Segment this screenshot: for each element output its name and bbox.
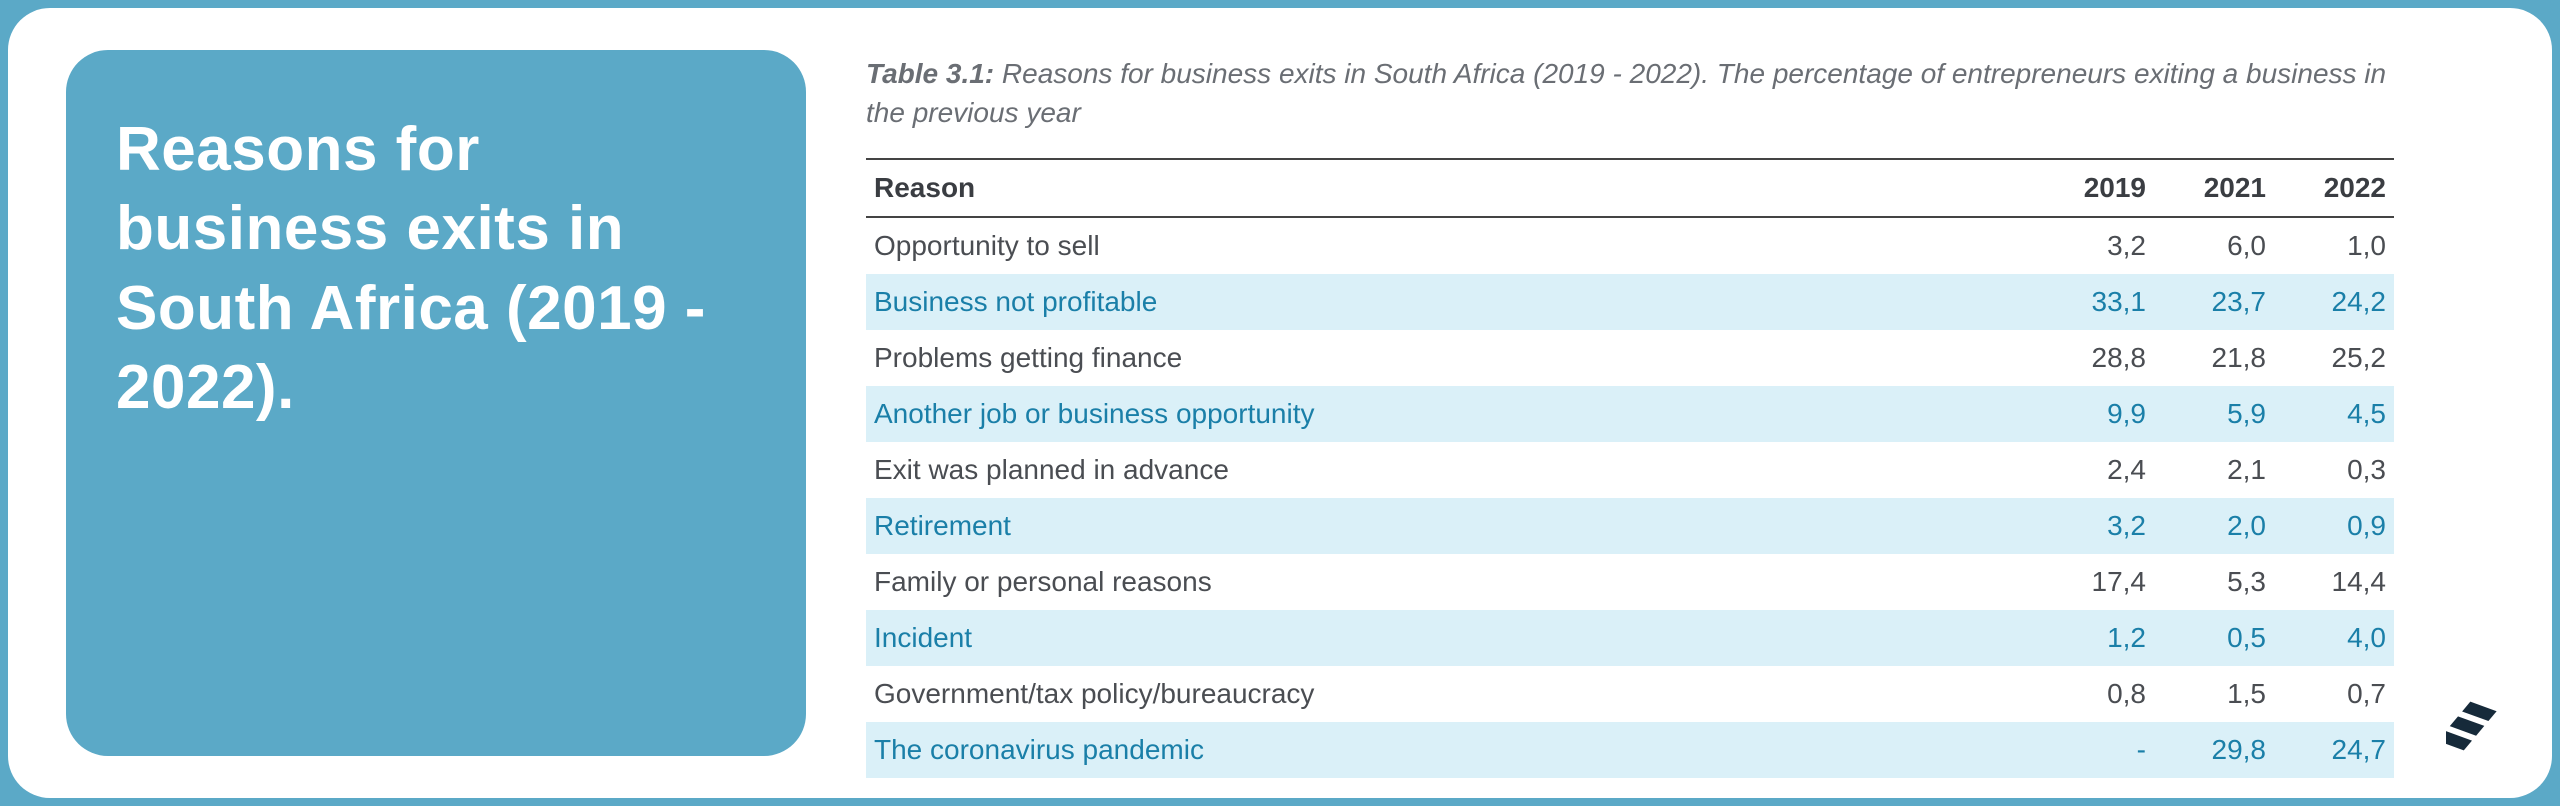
table-row: The coronavirus pandemic-29,824,7	[866, 722, 2394, 778]
cell-value: 0,8	[2034, 666, 2154, 722]
cell-value: 33,1	[2034, 274, 2154, 330]
data-table: Reason 2019 2021 2022 Opportunity to sel…	[866, 158, 2394, 778]
cell-value: 25,2	[2274, 330, 2394, 386]
cell-value: 24,2	[2274, 274, 2394, 330]
cell-value: 1,5	[2154, 666, 2274, 722]
table-header-row: Reason 2019 2021 2022	[866, 159, 2394, 217]
cell-reason: Business not profitable	[866, 274, 2034, 330]
table-row: Opportunity to sell3,26,01,0	[866, 217, 2394, 274]
table-caption: Table 3.1: Reasons for business exits in…	[866, 54, 2394, 132]
cell-reason: Another job or business opportunity	[866, 386, 2034, 442]
caption-text: Reasons for business exits in South Afri…	[866, 58, 2386, 128]
cell-value: 21,8	[2154, 330, 2274, 386]
cell-value: 24,7	[2274, 722, 2394, 778]
cell-reason: Retirement	[866, 498, 2034, 554]
table-row: Family or personal reasons17,45,314,4	[866, 554, 2394, 610]
cell-value: 3,2	[2034, 498, 2154, 554]
cell-value: 28,8	[2034, 330, 2154, 386]
card-container: Reasons for business exits in South Afri…	[8, 8, 2552, 798]
col-2022: 2022	[2274, 159, 2394, 217]
cell-value: -	[2034, 722, 2154, 778]
page-title: Reasons for business exits in South Afri…	[116, 110, 756, 427]
cell-value: 23,7	[2154, 274, 2274, 330]
cell-value: 0,5	[2154, 610, 2274, 666]
cell-reason: Opportunity to sell	[866, 217, 2034, 274]
table-row: Problems getting finance28,821,825,2	[866, 330, 2394, 386]
cell-reason: Government/tax policy/bureaucracy	[866, 666, 2034, 722]
cell-reason: Family or personal reasons	[866, 554, 2034, 610]
cell-value: 2,4	[2034, 442, 2154, 498]
cell-reason: Incident	[866, 610, 2034, 666]
cell-value: 14,4	[2274, 554, 2394, 610]
cell-value: 0,3	[2274, 442, 2394, 498]
cell-value: 3,2	[2034, 217, 2154, 274]
cell-value: 29,8	[2154, 722, 2274, 778]
table-row: Business not profitable33,123,724,2	[866, 274, 2394, 330]
cell-value: 6,0	[2154, 217, 2274, 274]
cell-value: 5,9	[2154, 386, 2274, 442]
col-2019: 2019	[2034, 159, 2154, 217]
cell-reason: Problems getting finance	[866, 330, 2034, 386]
table-row: Incident1,20,54,0	[866, 610, 2394, 666]
caption-label: Table 3.1:	[866, 58, 994, 89]
cell-reason: The coronavirus pandemic	[866, 722, 2034, 778]
cell-value: 1,2	[2034, 610, 2154, 666]
brand-logo-icon	[2446, 698, 2510, 762]
cell-value: 2,0	[2154, 498, 2274, 554]
cell-value: 0,7	[2274, 666, 2394, 722]
cell-value: 4,5	[2274, 386, 2394, 442]
table-row: Retirement3,22,00,9	[866, 498, 2394, 554]
table-row: Exit was planned in advance2,42,10,3	[866, 442, 2394, 498]
cell-value: 17,4	[2034, 554, 2154, 610]
cell-value: 0,9	[2274, 498, 2394, 554]
col-reason: Reason	[866, 159, 2034, 217]
cell-value: 1,0	[2274, 217, 2394, 274]
col-2021: 2021	[2154, 159, 2274, 217]
cell-value: 4,0	[2274, 610, 2394, 666]
title-card: Reasons for business exits in South Afri…	[66, 50, 806, 756]
table-row: Government/tax policy/bureaucracy0,81,50…	[866, 666, 2394, 722]
table-row: Another job or business opportunity9,95,…	[866, 386, 2394, 442]
cell-value: 5,3	[2154, 554, 2274, 610]
cell-reason: Exit was planned in advance	[866, 442, 2034, 498]
table-block: Table 3.1: Reasons for business exits in…	[866, 50, 2494, 756]
cell-value: 2,1	[2154, 442, 2274, 498]
cell-value: 9,9	[2034, 386, 2154, 442]
